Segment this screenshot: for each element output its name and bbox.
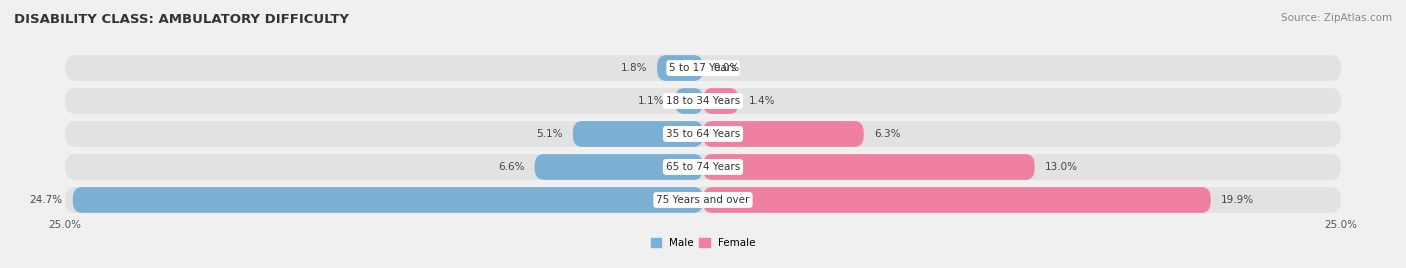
Text: 25.0%: 25.0% <box>49 220 82 230</box>
Text: 5.1%: 5.1% <box>536 129 562 139</box>
Text: 65 to 74 Years: 65 to 74 Years <box>666 162 740 172</box>
FancyBboxPatch shape <box>703 187 1211 213</box>
Text: 1.1%: 1.1% <box>638 96 665 106</box>
Text: DISABILITY CLASS: AMBULATORY DIFFICULTY: DISABILITY CLASS: AMBULATORY DIFFICULTY <box>14 13 349 27</box>
Text: 25.0%: 25.0% <box>1324 220 1357 230</box>
Text: 6.6%: 6.6% <box>498 162 524 172</box>
FancyBboxPatch shape <box>572 121 703 147</box>
Text: 5 to 17 Years: 5 to 17 Years <box>669 63 737 73</box>
FancyBboxPatch shape <box>73 187 703 213</box>
FancyBboxPatch shape <box>65 187 1341 213</box>
FancyBboxPatch shape <box>703 154 1035 180</box>
FancyBboxPatch shape <box>65 55 1341 81</box>
FancyBboxPatch shape <box>65 88 1341 114</box>
Text: 13.0%: 13.0% <box>1045 162 1078 172</box>
Text: 0.0%: 0.0% <box>713 63 740 73</box>
Text: Source: ZipAtlas.com: Source: ZipAtlas.com <box>1281 13 1392 23</box>
Legend: Male, Female: Male, Female <box>647 234 759 252</box>
FancyBboxPatch shape <box>65 154 1341 180</box>
FancyBboxPatch shape <box>65 121 1341 147</box>
FancyBboxPatch shape <box>534 154 703 180</box>
FancyBboxPatch shape <box>703 88 738 114</box>
Text: 35 to 64 Years: 35 to 64 Years <box>666 129 740 139</box>
Text: 6.3%: 6.3% <box>875 129 900 139</box>
FancyBboxPatch shape <box>703 121 863 147</box>
Text: 18 to 34 Years: 18 to 34 Years <box>666 96 740 106</box>
Text: 1.4%: 1.4% <box>749 96 776 106</box>
Text: 75 Years and over: 75 Years and over <box>657 195 749 205</box>
FancyBboxPatch shape <box>657 55 703 81</box>
Text: 19.9%: 19.9% <box>1220 195 1254 205</box>
Text: 1.8%: 1.8% <box>620 63 647 73</box>
Text: 24.7%: 24.7% <box>30 195 62 205</box>
FancyBboxPatch shape <box>675 88 703 114</box>
